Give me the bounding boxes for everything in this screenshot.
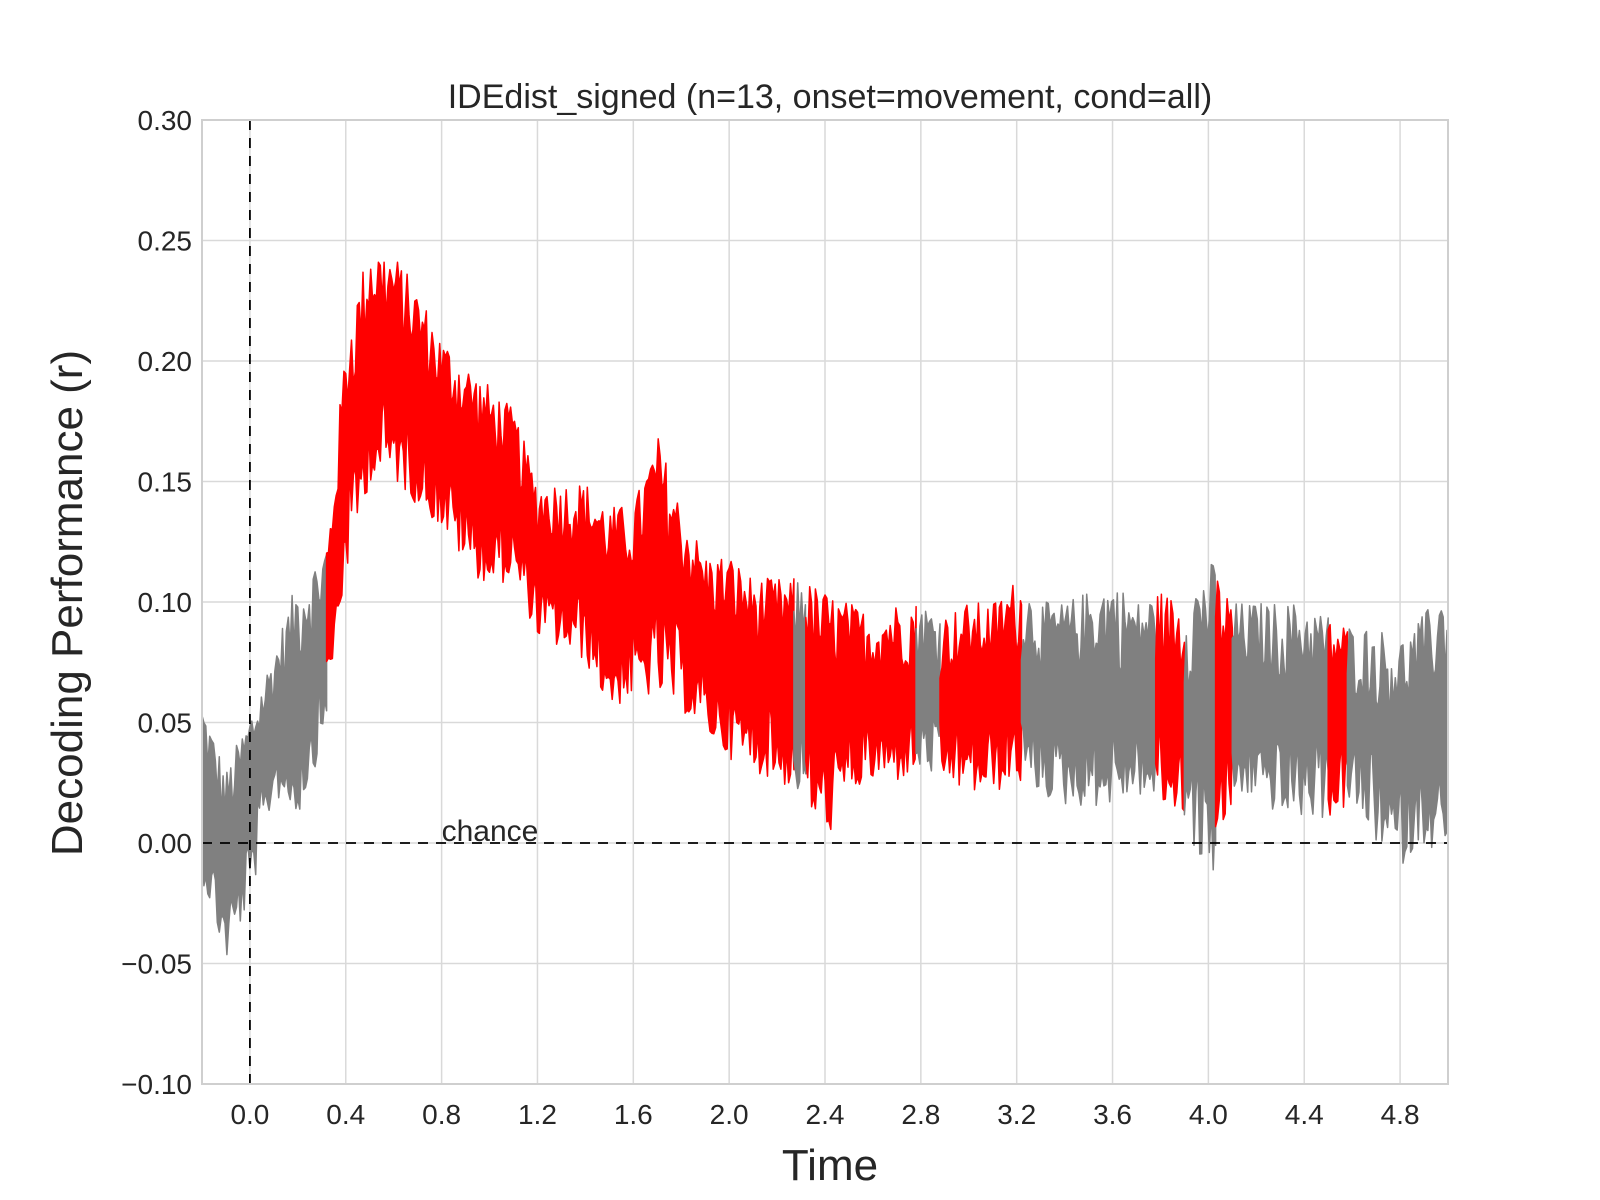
x-tick-label: 1.6 xyxy=(614,1099,653,1130)
non-significant-band-segment xyxy=(1020,592,1157,807)
reference-lines xyxy=(202,120,1448,1084)
non-significant-band-segment xyxy=(1183,563,1217,871)
non-significant-band-segment xyxy=(1346,609,1449,864)
x-tick-label: 4.8 xyxy=(1381,1099,1420,1130)
significant-band-segment xyxy=(1327,623,1349,816)
non-significant-band-segment xyxy=(793,582,807,790)
x-tick-label: 4.4 xyxy=(1285,1099,1324,1130)
tick-labels: 0.0 0.4 0.8 1.2 1.6 2.0 2.4 2.8 3.2 3.6 4.0 4.4 4.8 −… xyxy=(121,105,1419,1130)
performance-band-layer xyxy=(201,261,1449,956)
annotations: chance xyxy=(442,815,539,848)
significant-band-segment xyxy=(805,585,917,831)
significant-band-segment xyxy=(1154,593,1186,812)
significant-band-segment xyxy=(325,261,795,785)
x-tick-label: 0.4 xyxy=(326,1099,365,1130)
x-tick-label: 3.2 xyxy=(997,1099,1036,1130)
x-tick-label: 0.0 xyxy=(230,1099,269,1130)
y-tick-label: 0.25 xyxy=(138,226,193,257)
y-tick-label: −0.05 xyxy=(121,949,192,980)
y-tick-label: 0.05 xyxy=(138,708,193,739)
y-tick-label: 0.00 xyxy=(138,828,193,859)
non-significant-band-segment xyxy=(1231,603,1329,819)
significant-band-segment xyxy=(939,584,1023,791)
significant-band-segment xyxy=(1214,580,1234,828)
plot-frame xyxy=(201,119,1449,1085)
y-tick-label: 0.20 xyxy=(138,346,193,377)
y-tick-label: 0.15 xyxy=(138,467,193,498)
chart-title: IDEdist_signed (n=13, onset=movement, co… xyxy=(448,78,1213,116)
x-axis-label: Time xyxy=(782,1141,878,1190)
x-tick-label: 4.0 xyxy=(1189,1099,1228,1130)
x-tick-label: 1.2 xyxy=(518,1099,557,1130)
non-significant-band-segment xyxy=(915,610,941,772)
y-tick-label: 0.10 xyxy=(138,587,193,618)
chance-annotation: chance xyxy=(442,815,539,848)
y-tick-label: −0.10 xyxy=(121,1069,192,1100)
x-tick-label: 2.8 xyxy=(901,1099,940,1130)
x-tick-label: 3.6 xyxy=(1093,1099,1132,1130)
x-tick-label: 0.8 xyxy=(422,1099,461,1130)
y-axis-label: Decoding Performance (r) xyxy=(43,350,92,856)
y-tick-label: 0.30 xyxy=(138,105,193,136)
x-tick-label: 2.0 xyxy=(710,1099,749,1130)
x-tick-label: 2.4 xyxy=(806,1099,845,1130)
non-significant-band-segment xyxy=(201,553,328,956)
